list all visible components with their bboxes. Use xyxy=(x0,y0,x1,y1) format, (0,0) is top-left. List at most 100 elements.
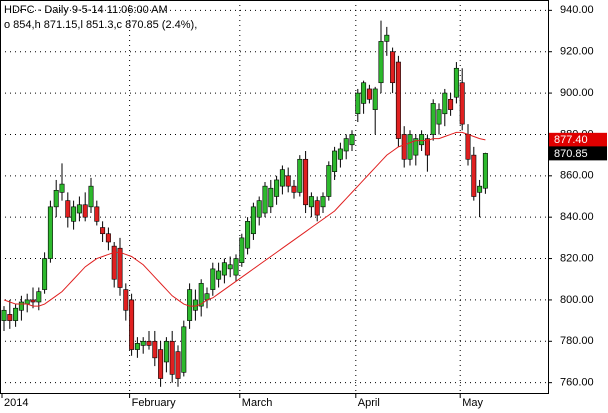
candle-body xyxy=(158,349,164,379)
candle-body xyxy=(227,264,233,270)
candle-body xyxy=(71,206,77,222)
candle-body xyxy=(134,343,140,350)
y-tick-label: 780.00 xyxy=(560,335,594,347)
candle-body xyxy=(413,138,419,156)
y-tick-label: 900.00 xyxy=(560,87,594,99)
y-tick-label: 760.00 xyxy=(560,377,594,389)
candle-body xyxy=(175,351,181,379)
x-tick-label: February xyxy=(132,397,177,409)
candle-body xyxy=(239,237,245,263)
candle-body xyxy=(366,88,372,100)
plot-frame xyxy=(0,0,549,394)
candle-body xyxy=(453,67,459,98)
x-tick-label: March xyxy=(242,397,273,409)
candle-body xyxy=(1,309,7,321)
candle-body xyxy=(407,134,413,160)
candle-body xyxy=(303,158,309,206)
candle-body xyxy=(384,34,390,42)
candle-body xyxy=(13,307,19,321)
candle-body xyxy=(372,88,378,110)
candle-body xyxy=(169,340,175,375)
candle-body xyxy=(233,258,239,276)
candle-body xyxy=(198,283,204,307)
candle-body xyxy=(250,206,256,235)
last-value-box xyxy=(549,146,607,161)
candle-body xyxy=(320,196,326,208)
candle-body xyxy=(424,138,430,156)
candle-body xyxy=(24,299,30,305)
candle-body xyxy=(18,301,24,311)
candle-body xyxy=(163,340,169,363)
candle-body xyxy=(221,262,227,276)
x-tick-label: 2014 xyxy=(4,397,28,409)
y-tick-label: 920.00 xyxy=(560,46,594,58)
candle-body xyxy=(285,175,291,187)
candle-body xyxy=(343,138,349,152)
candle-body xyxy=(361,82,367,104)
candle-body xyxy=(279,169,285,187)
candle-body xyxy=(349,134,355,146)
candle-body xyxy=(430,103,436,135)
last-value-label: 870.85 xyxy=(554,148,588,160)
candle-body xyxy=(442,92,448,115)
candle-body xyxy=(465,134,471,160)
moving-average xyxy=(3,131,486,307)
candle-body xyxy=(477,185,483,193)
candle-body xyxy=(262,185,268,214)
candle-body xyxy=(129,299,135,350)
last-value-label: 877.40 xyxy=(554,134,588,146)
candle-body xyxy=(53,189,59,208)
candle-body xyxy=(355,92,361,115)
y-tick-label: 860.00 xyxy=(560,170,594,182)
candle-body xyxy=(36,291,42,303)
candle-body xyxy=(378,41,384,84)
candle-body xyxy=(256,200,262,218)
y-tick-label: 940.00 xyxy=(560,4,594,16)
candle-body xyxy=(471,154,477,197)
candle-body xyxy=(42,258,48,290)
candle-body xyxy=(76,204,82,214)
candle-body xyxy=(88,185,94,208)
last-value-box xyxy=(549,132,607,147)
candle-body xyxy=(308,196,314,208)
chart-subtitle: o 854,h 871.15,l 851.3,c 870.85 (2.4%), xyxy=(4,19,197,31)
candle-body xyxy=(117,247,123,288)
candle-body xyxy=(100,227,106,235)
candle-body xyxy=(216,270,222,280)
candle-body xyxy=(268,187,274,208)
x-tick-label: May xyxy=(462,397,483,409)
candle-body xyxy=(181,326,187,373)
candle-body xyxy=(105,233,111,243)
candle-body xyxy=(94,206,100,222)
candle-body xyxy=(314,200,320,216)
candle-body xyxy=(337,148,343,160)
candle-body xyxy=(146,340,152,346)
candle-body xyxy=(7,314,13,321)
y-tick-label: 800.00 xyxy=(560,294,594,306)
candle-body xyxy=(245,221,251,249)
y-tick-label: 840.00 xyxy=(560,211,594,223)
candle-body xyxy=(390,51,396,84)
candle-body xyxy=(482,153,488,189)
candle-body xyxy=(436,109,442,125)
x-tick-label: April xyxy=(358,397,380,409)
candle-body xyxy=(274,179,280,197)
candle-body xyxy=(140,340,146,346)
candle-body xyxy=(332,150,338,172)
candle-body xyxy=(123,289,129,311)
candle-body xyxy=(152,340,158,359)
candle-body xyxy=(65,200,71,218)
candle-body xyxy=(419,134,425,146)
candle-body xyxy=(395,61,401,139)
candle-body xyxy=(47,206,53,259)
candle-body xyxy=(326,165,332,197)
candle-body xyxy=(401,134,407,160)
candle-body xyxy=(111,245,117,280)
candle-body xyxy=(210,268,216,290)
candle-body xyxy=(59,183,65,193)
y-tick-label: 820.00 xyxy=(560,252,594,264)
candle-body xyxy=(448,98,454,110)
candle-body xyxy=(30,299,36,303)
candle-body xyxy=(297,158,303,193)
